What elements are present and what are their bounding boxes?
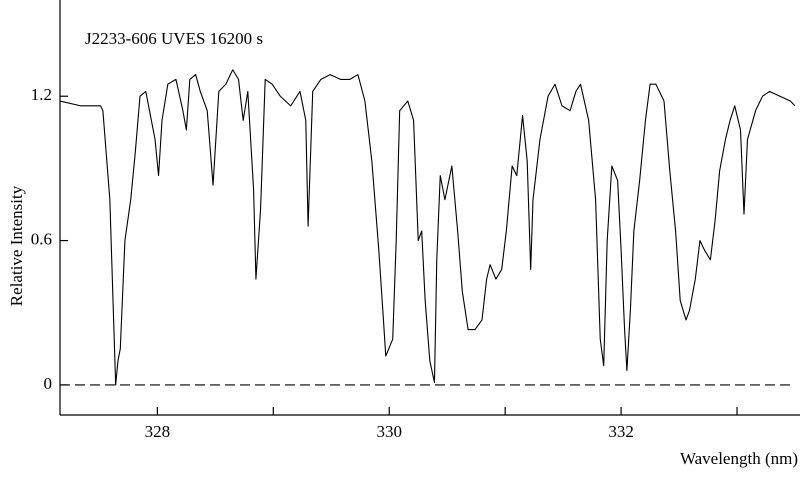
x-axis-label: Wavelength (nm) bbox=[680, 449, 798, 468]
y-axis-label: Relative Intensity bbox=[7, 185, 26, 306]
x-tick-label: 328 bbox=[145, 422, 171, 441]
chart-title: J2233-606 UVES 16200 s bbox=[85, 29, 263, 48]
y-tick-label: 0.6 bbox=[31, 229, 52, 248]
y-tick-label: 1.2 bbox=[31, 85, 52, 104]
x-tick-label: 330 bbox=[376, 422, 402, 441]
x-tick-label: 332 bbox=[608, 422, 634, 441]
y-tick-label: 0 bbox=[44, 374, 53, 393]
spectrum-line bbox=[59, 69, 796, 386]
